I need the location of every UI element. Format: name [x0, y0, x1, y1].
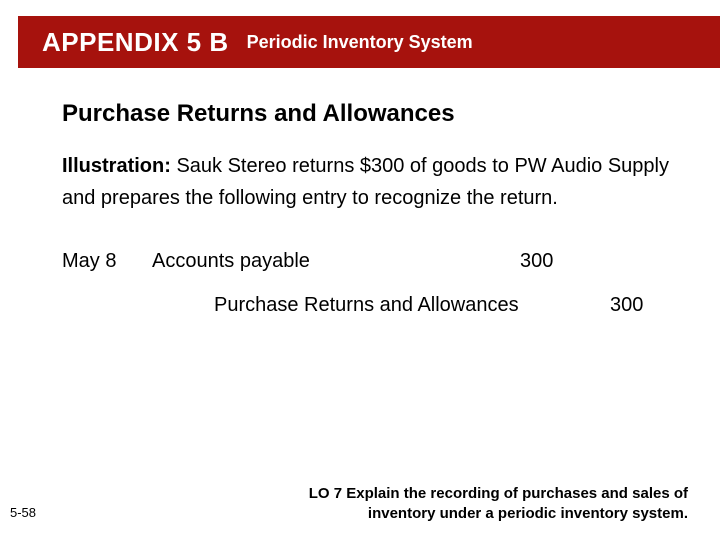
illustration-label: Illustration: [62, 155, 171, 177]
content-area: Purchase Returns and Allowances Illustra… [62, 100, 680, 324]
learning-objective: LO 7 Explain the recording of purchases … [268, 484, 688, 525]
journal-credit-amount: 300 [610, 286, 680, 324]
journal-debit-account: Accounts payable [152, 242, 520, 280]
appendix-label: APPENDIX 5 B [42, 27, 229, 58]
spacer [600, 242, 680, 280]
journal-date: May 8 [62, 242, 152, 280]
journal-entry: May 8 Accounts payable 300 Purchase Retu… [62, 242, 680, 324]
header-bar: APPENDIX 5 B Periodic Inventory System [18, 16, 720, 68]
journal-credit-account: Purchase Returns and Allowances [214, 286, 610, 324]
slide-number: 5-58 [10, 505, 36, 520]
appendix-subtitle: Periodic Inventory System [247, 32, 473, 53]
section-title: Purchase Returns and Allowances [62, 100, 680, 128]
body-paragraph: Illustration: Sauk Stereo returns $300 o… [62, 150, 680, 214]
indent-spacer [62, 286, 214, 324]
journal-debit-row: May 8 Accounts payable 300 [62, 242, 680, 280]
journal-debit-amount: 300 [520, 242, 600, 280]
journal-credit-row: Purchase Returns and Allowances 300 [62, 286, 680, 324]
